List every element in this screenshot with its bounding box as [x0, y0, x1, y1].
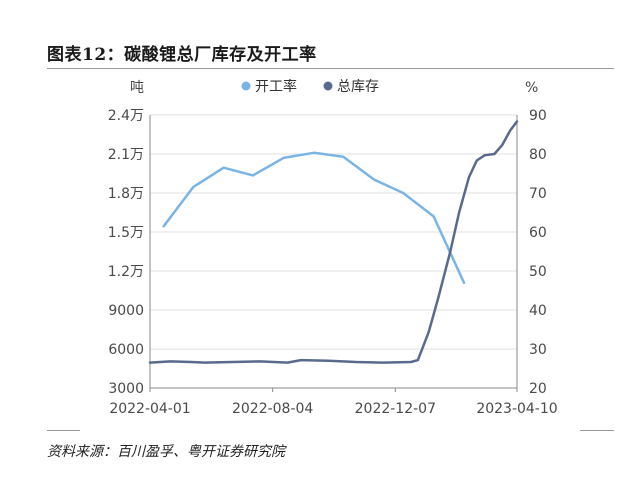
bottom-divider-left: [47, 430, 80, 431]
legend-marker: [323, 81, 333, 91]
series-layer: [148, 120, 519, 364]
right-tick-label: 40: [529, 303, 547, 319]
title-divider: [47, 68, 614, 69]
legend: 开工率 总库存: [241, 78, 379, 95]
series-line-total-inventory: [148, 120, 519, 364]
left-tick-label: 6000: [108, 342, 144, 358]
legend-label: 总库存: [337, 79, 379, 95]
x-tick-label: 2022-04-01: [109, 401, 190, 417]
source-note: 资料来源：百川盈孚、粤开证券研究院: [47, 444, 285, 460]
left-tick-label: 1.2万: [108, 264, 144, 280]
legend-marker: [241, 81, 251, 91]
bottom-divider-right: [580, 430, 614, 431]
right-tick-label: 90: [529, 108, 547, 124]
right-tick-label: 70: [529, 186, 547, 202]
figure-title: 图表12：碳酸锂总厂库存及开工率: [47, 45, 317, 65]
series-line-utilization-rate: [162, 151, 466, 284]
x-tick-label: 2022-08-04: [232, 401, 313, 417]
right-tick-label: 20: [529, 381, 547, 397]
right-axis-unit: %: [525, 80, 538, 96]
left-tick-label: 1.5万: [108, 225, 144, 241]
x-tick-label: 2023-04-10: [476, 401, 557, 417]
axes-layer: 3000 6000 9000 1.2万 1.5万 1.8万 2.1万 2.4万 20 30 40 50…: [108, 80, 558, 417]
left-tick-label: 3000: [108, 381, 144, 397]
grid-layer: [150, 114, 517, 350]
legend-label: 开工率: [255, 78, 297, 95]
left-axis-unit: 吨: [130, 80, 144, 96]
left-tick-label: 2.1万: [108, 147, 144, 163]
left-tick-label: 9000: [108, 303, 144, 319]
right-tick-label: 30: [529, 342, 547, 358]
x-tick-label: 2022-12-07: [355, 401, 436, 417]
right-tick-label: 80: [529, 147, 547, 163]
right-tick-label: 60: [529, 225, 547, 241]
chart-svg: 3000 6000 9000 1.2万 1.5万 1.8万 2.1万 2.4万 20 30 40 50…: [108, 78, 558, 417]
left-tick-label: 1.8万: [108, 186, 144, 202]
left-tick-label: 2.4万: [108, 108, 144, 124]
right-tick-label: 50: [529, 264, 547, 280]
